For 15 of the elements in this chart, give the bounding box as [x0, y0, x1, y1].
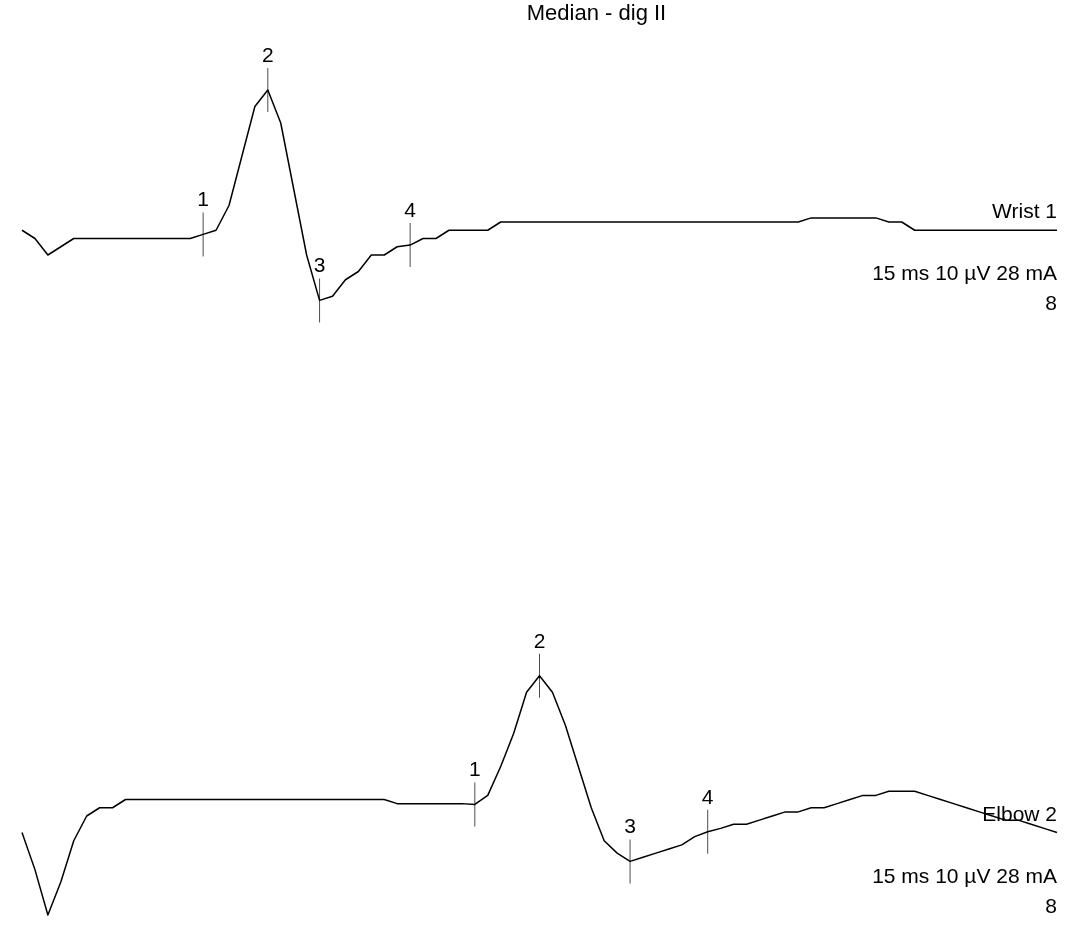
annotation: 15 ms 10 µV 28 mA — [872, 863, 1057, 887]
annotation: 2 — [261, 43, 274, 66]
annotation: 3 — [624, 814, 636, 838]
annotation: 15 ms 10 µV 28 mA — [872, 261, 1057, 285]
annotation: 8 — [1045, 291, 1057, 315]
annotation: 2 — [533, 628, 546, 652]
chart-title: Median - dig II — [525, 0, 668, 27]
annotation: 4 — [701, 784, 714, 808]
series-label: Elbow 2 — [982, 801, 1057, 825]
annotation: 8 — [1045, 893, 1057, 917]
annotation: 4 — [404, 198, 417, 222]
series-label: Wrist 1 — [992, 199, 1057, 223]
annotation: 1 — [468, 757, 481, 781]
annotation: 3 — [313, 253, 326, 277]
annotation: 1 — [197, 187, 209, 211]
